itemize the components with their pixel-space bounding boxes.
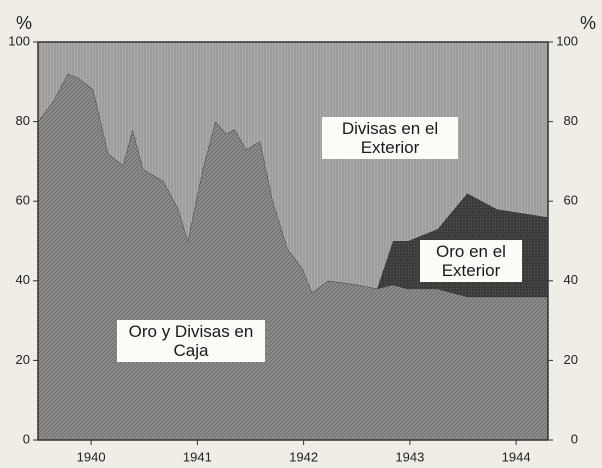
area-label: Divisas en el Exterior [322, 117, 458, 159]
plot-frame [37, 41, 549, 441]
y-unit-left: % [16, 13, 32, 33]
x-tick-label: 1944 [502, 449, 531, 464]
area [38, 42, 548, 293]
area-label: Oro en el Exterior [420, 240, 522, 282]
area-label: Oro y Divisas en Caja [117, 320, 265, 362]
y-tick-label-right: 40 [564, 272, 578, 287]
y-tick-label-right: 20 [564, 352, 578, 367]
y-tick-label: 100 [8, 33, 30, 48]
y-tick-label-right: 80 [564, 113, 578, 128]
y-tick-label-right: 100 [556, 33, 578, 48]
x-tick-label: 1943 [395, 449, 424, 464]
y-tick-label-right: 60 [564, 193, 578, 208]
x-tick-label: 1941 [183, 449, 212, 464]
x-tick-label: 1940 [77, 449, 106, 464]
y-tick-label: 40 [16, 272, 30, 287]
y-tick-label: 80 [16, 113, 30, 128]
y-tick-label: 20 [16, 352, 30, 367]
x-tick-label: 1942 [289, 449, 318, 464]
y-tick-label: 60 [16, 193, 30, 208]
y-tick-label: 0 [23, 431, 30, 446]
y-tick-label-right: 0 [571, 431, 578, 446]
y-unit-right: % [580, 13, 596, 33]
